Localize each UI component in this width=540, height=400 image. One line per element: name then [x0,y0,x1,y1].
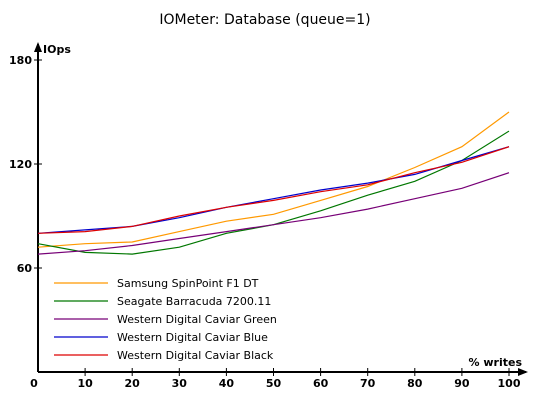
chart-title: IOMeter: Database (queue=1) [159,12,370,28]
x-tick-label: 90 [454,377,470,390]
series-line-2 [37,130,510,255]
x-tick-label: 30 [172,377,188,390]
series-lines [37,111,510,255]
legend: Samsung SpinPoint F1 DT Seagate Barracuda… [54,277,277,362]
x-tick-label: 0 [30,377,38,390]
x-tick-label: 40 [219,377,235,390]
legend-label: Samsung SpinPoint F1 DT [117,277,259,290]
x-tick-label: 100 [498,377,521,390]
legend-label: Western Digital Caviar Blue [117,331,268,344]
y-tick-label: 120 [9,158,32,171]
x-tick-label: 80 [407,377,423,390]
legend-label: Western Digital Caviar Black [117,349,274,362]
x-axis-label: % writes [469,356,523,369]
y-tick-label: 180 [9,54,32,67]
series-line-3 [37,172,510,255]
y-axis-arrow [34,42,42,52]
y-axis-label: IOps [43,43,71,56]
series-line-1 [37,111,510,248]
x-tick-label: 50 [266,377,282,390]
x-tick-label: 70 [360,377,376,390]
series-line-5 [37,146,510,234]
x-tick-label: 10 [77,377,93,390]
series-line-4 [37,146,510,234]
axes: 0 10 20 30 40 50 60 70 80 90 100 60 120 180 [9,42,528,390]
x-axis-arrow [518,368,528,376]
x-tick-label: 20 [125,377,141,390]
y-tick-label: 60 [17,262,33,275]
legend-label: Western Digital Caviar Green [117,313,277,326]
legend-label: Seagate Barracuda 7200.11 [117,295,271,308]
x-tick-label: 60 [313,377,329,390]
